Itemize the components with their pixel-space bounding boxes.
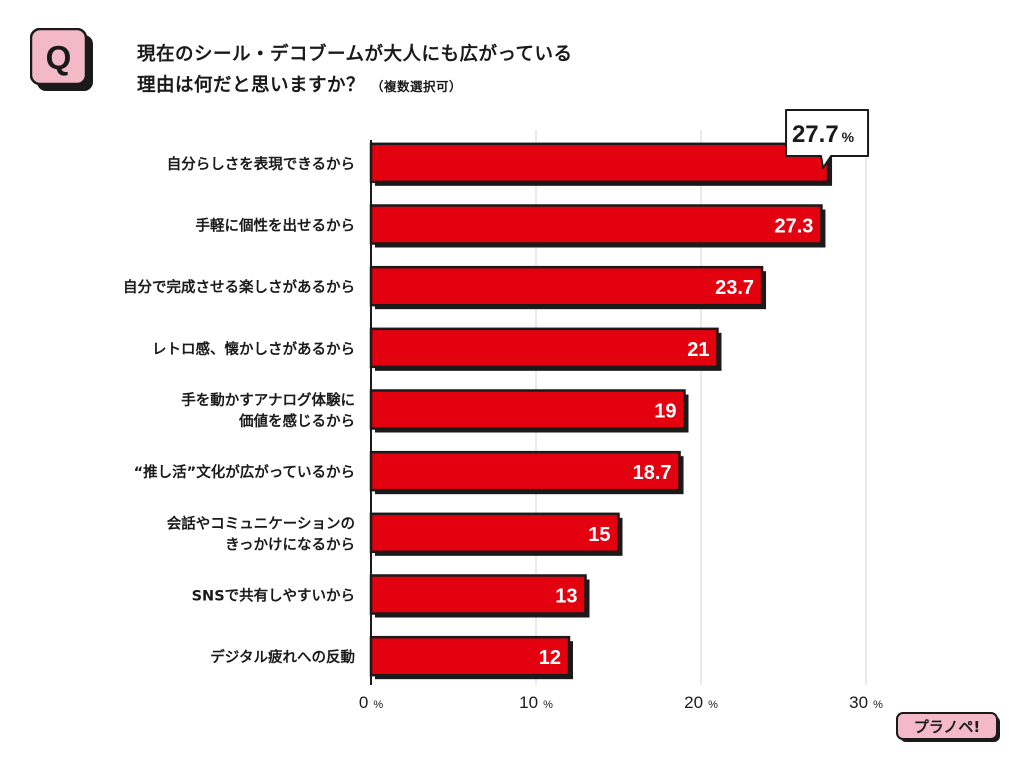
bar-1 <box>369 204 823 245</box>
category-label-3-0: レトロ感、懐かしさがあるから <box>152 340 355 358</box>
bar-7 <box>369 574 587 615</box>
value-label-7: 13 <box>555 586 577 608</box>
category-label-4-1: 価値を感じるから <box>238 412 355 430</box>
category-label-8-0: デジタル疲れへの反動 <box>210 648 355 666</box>
bar-0 <box>369 142 830 184</box>
category-label-5-0: “推し活”文化が広がっているから <box>134 463 355 481</box>
chart-title-line-2-text: 理由は何だと思いますか？ <box>137 75 366 96</box>
chart-title-line-2: 理由は何だと思いますか？ （複数選択可） <box>137 71 462 97</box>
category-label-6-0: 会話やコミュニケーションの <box>167 514 355 532</box>
category-label-2-0: 自分で完成させる楽しさがあるから <box>123 278 355 296</box>
bar-4 <box>369 389 686 430</box>
bar-2 <box>369 265 764 307</box>
bar-3 <box>369 327 719 369</box>
value-callout-label: 27.7% <box>792 121 855 148</box>
x-tick-label-30: 30% <box>849 693 883 712</box>
category-label-6-1: きっかけになるから <box>225 536 355 553</box>
value-label-6: 15 <box>588 524 610 546</box>
value-callout-bubble <box>785 109 870 169</box>
value-label-4: 19 <box>654 401 676 423</box>
x-tick-label-20: 20% <box>684 693 718 712</box>
value-label-2: 23.7 <box>715 277 754 299</box>
value-label-1: 27.3 <box>775 216 814 238</box>
value-label-5: 18.7 <box>633 462 672 484</box>
bar-8 <box>369 635 571 677</box>
question-badge-letter: Q <box>46 39 72 76</box>
question-badge: Q <box>30 28 93 91</box>
category-label-0-0: 自分らしさを表現できるから <box>167 155 355 173</box>
chart-title-note: （複数選択可） <box>371 79 463 94</box>
category-label-7-0: SNSで共有しやすいから <box>192 587 355 605</box>
brand-logo: プラノペ! <box>896 712 1000 742</box>
x-tick-label-0: 0% <box>359 693 383 712</box>
category-label-4-0: 手を動かすアナログ体験に <box>181 391 355 409</box>
category-label-1-0: 手軽に個性を出せるから <box>196 217 356 235</box>
chart-title-line-1: 現在のシール・デコブームが大人にも広がっている <box>137 44 573 65</box>
value-label-8: 12 <box>539 647 561 669</box>
bar-5 <box>369 450 681 492</box>
brand-logo-text: プラノペ! <box>914 718 981 736</box>
value-label-3: 21 <box>687 339 709 361</box>
x-tick-label-10: 10% <box>519 693 553 712</box>
bar-6 <box>369 512 620 554</box>
